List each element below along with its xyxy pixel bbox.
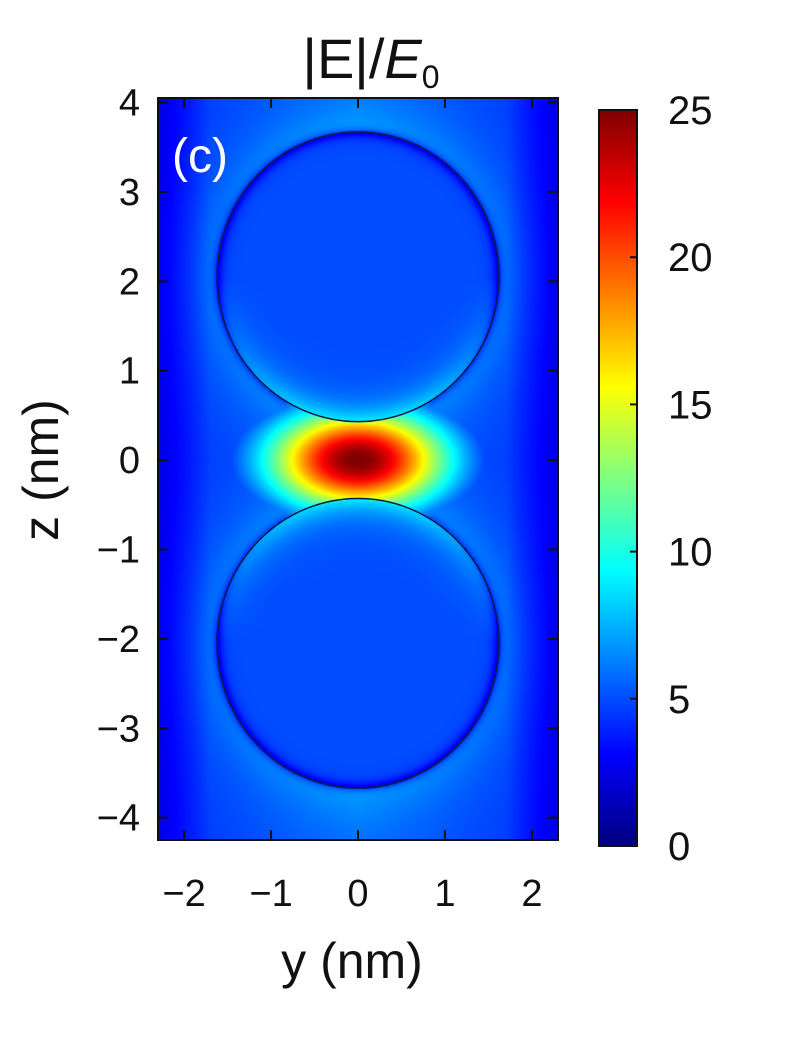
x-axis-ticks: −2 −1 0 1 2	[162, 98, 542, 915]
sphere-outline	[216, 131, 500, 423]
x-tick-label: 2	[521, 873, 542, 915]
sphere-outlines	[216, 131, 500, 789]
heatmap-image	[158, 98, 558, 840]
colorbar-tick-label: 10	[668, 531, 713, 575]
y-tick-label: 4	[119, 82, 140, 124]
x-axis-label: y (nm)	[281, 933, 423, 989]
x-tick-label: 0	[347, 873, 368, 915]
y-tick-label: −3	[97, 708, 140, 750]
x-tick-label: 1	[434, 873, 455, 915]
y-tick-label: −1	[97, 529, 140, 571]
colorbar-ticks: 25 20 15 10 5 0	[630, 89, 713, 869]
colorbar-tick-label: 5	[668, 678, 690, 722]
x-tick-label: −2	[162, 873, 205, 915]
colorbar	[598, 109, 638, 847]
panel-label: (c)	[172, 130, 228, 183]
y-axis-label: z (nm)	[13, 399, 69, 541]
colorbar-tick-label: 25	[668, 89, 713, 133]
y-tick-label: 0	[119, 440, 140, 482]
colorbar-tick-label: 0	[668, 825, 690, 869]
y-tick-label: 2	[119, 261, 140, 303]
chart-title: |E|/E0	[302, 27, 439, 95]
y-axis-ticks: 4 3 2 1 0 −1 −2 −3 −4	[97, 82, 558, 840]
y-tick-label: −2	[97, 619, 140, 661]
y-tick-label: 1	[119, 351, 140, 393]
y-tick-label: 3	[119, 172, 140, 214]
colorbar-tick-label: 20	[668, 236, 713, 280]
y-tick-label: −4	[97, 798, 140, 840]
x-tick-label: −1	[249, 873, 292, 915]
colorbar-tick-label: 15	[668, 383, 713, 427]
sphere-outline	[216, 497, 500, 789]
